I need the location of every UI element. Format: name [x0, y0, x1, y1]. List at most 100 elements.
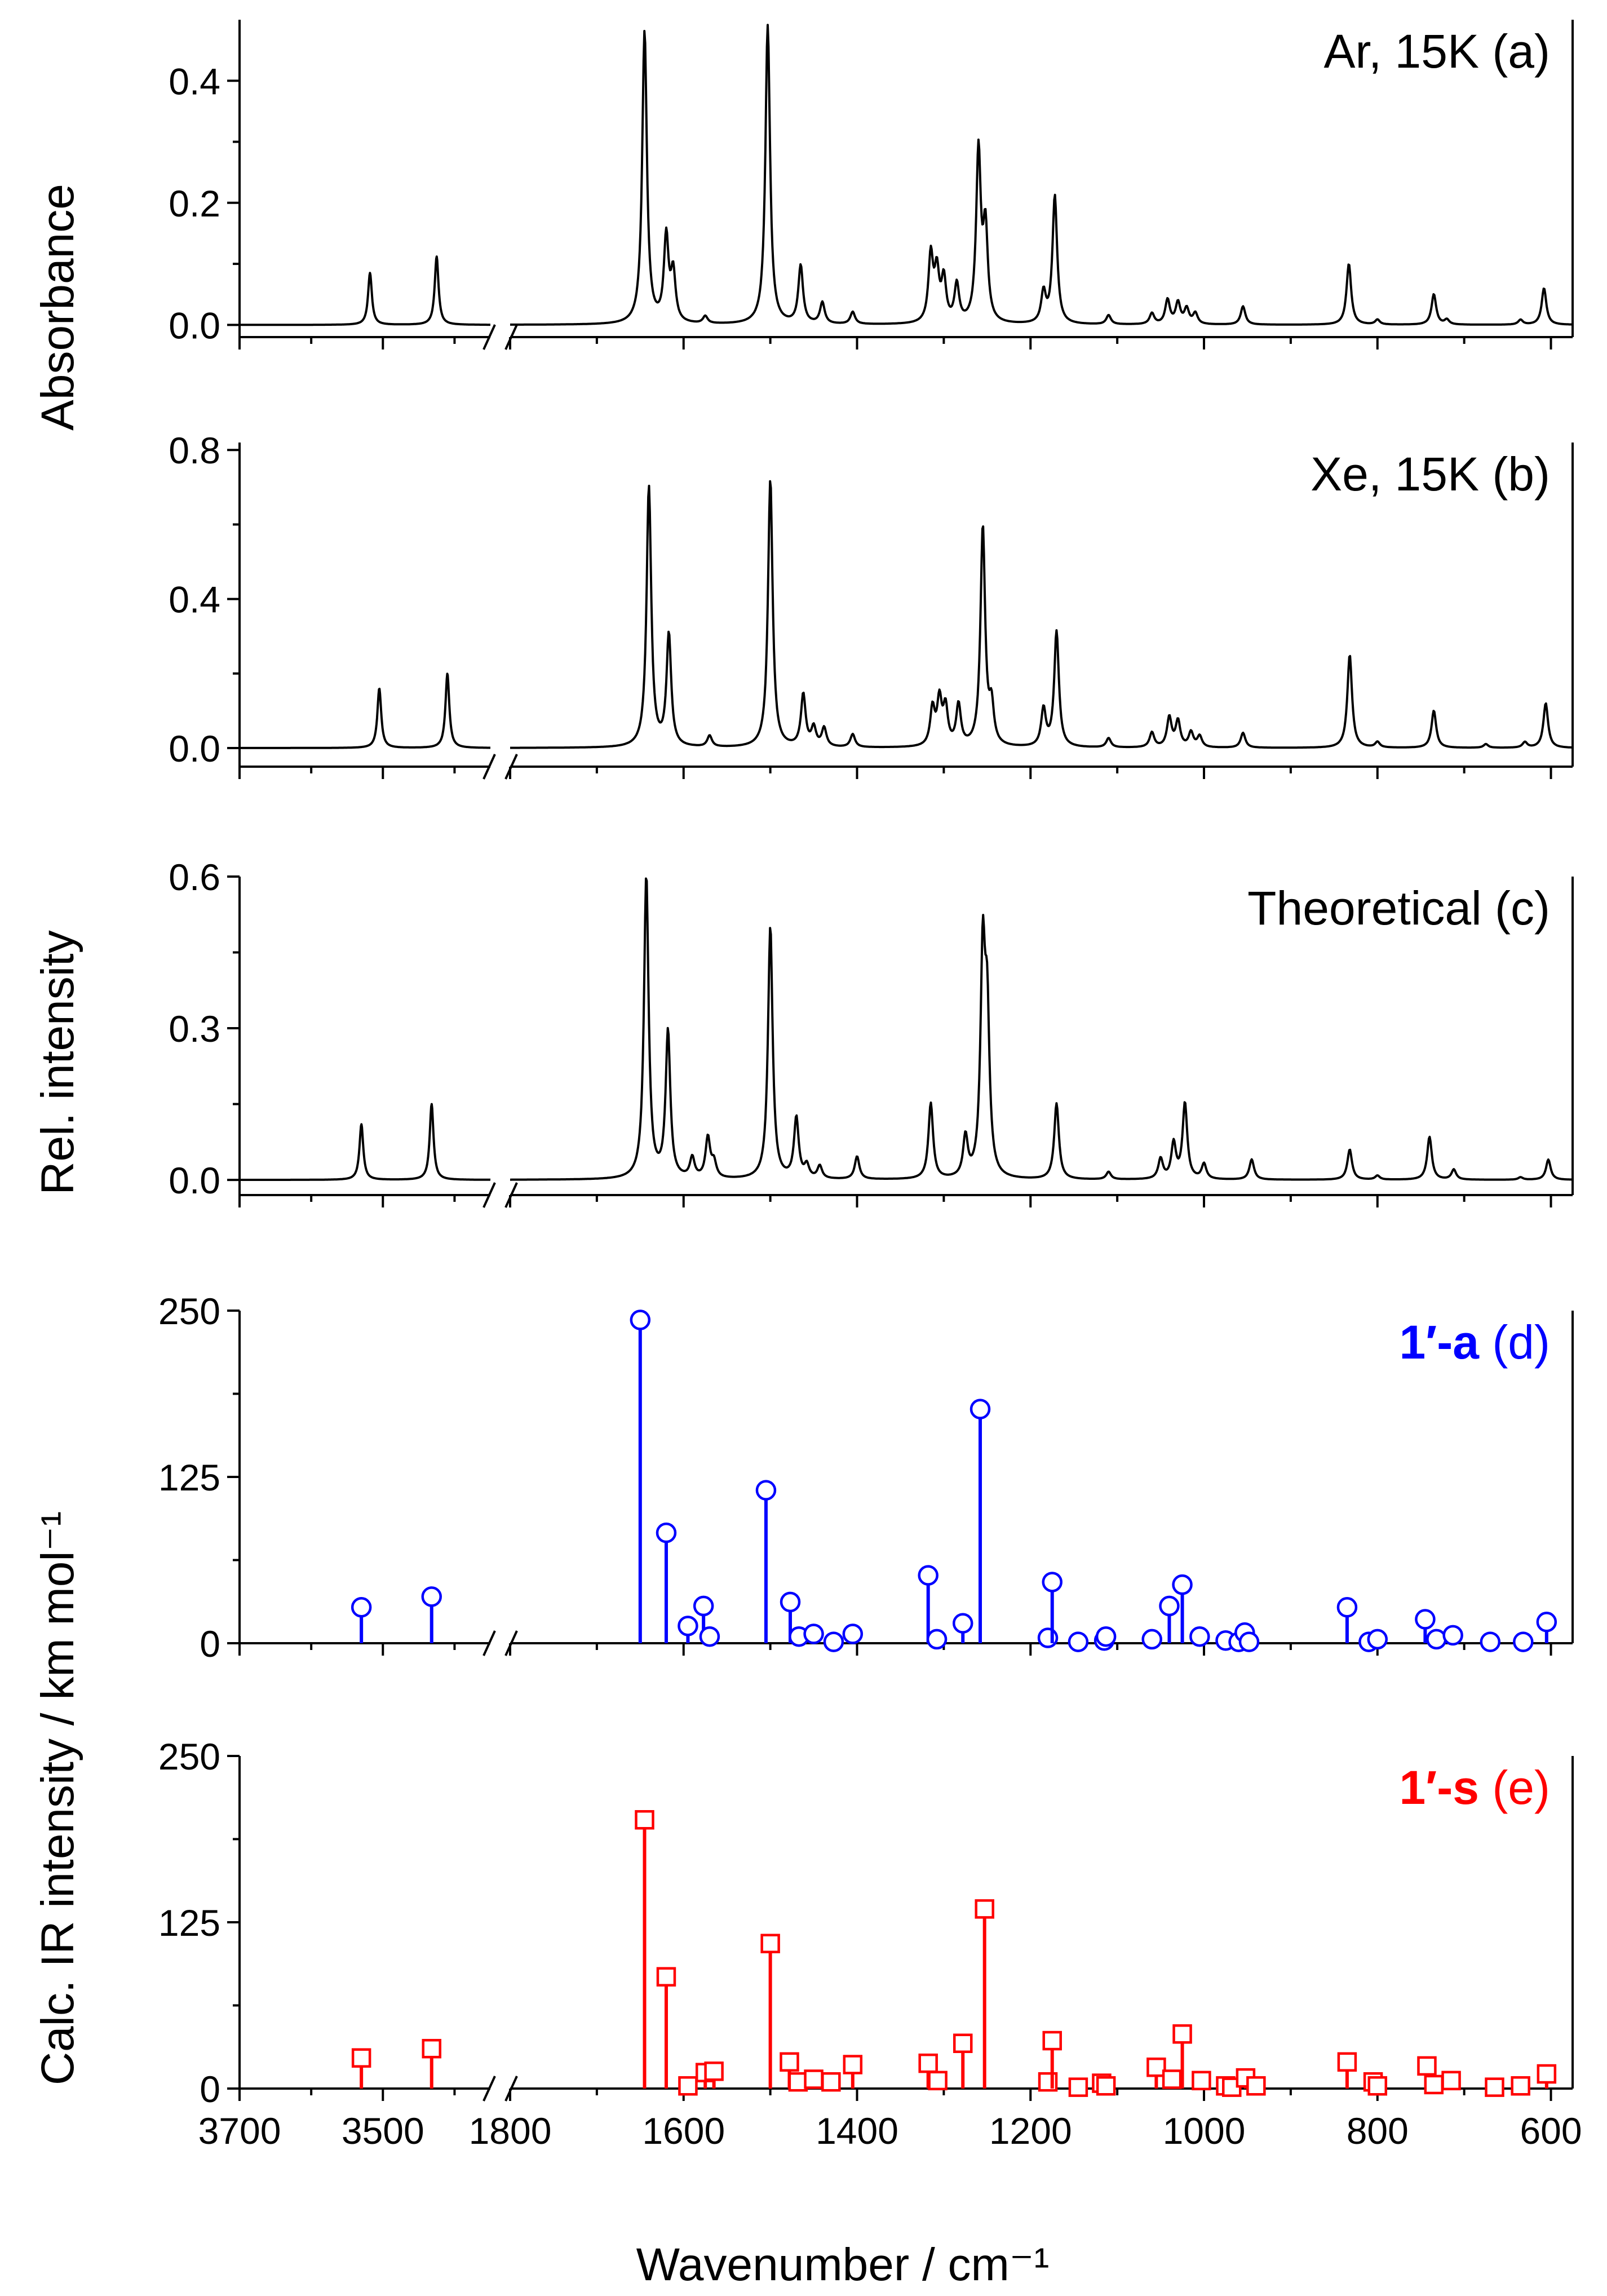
stick-marker-square — [422, 2038, 441, 2059]
y-tick-label: 0.4 — [169, 60, 220, 102]
x-tick-label: 600 — [1520, 2110, 1582, 2152]
spectrum-line — [238, 673, 492, 749]
xlabel-wavenumber: Wavenumber / cm⁻¹ — [636, 2239, 1050, 2290]
stick-marker-square — [1511, 2076, 1530, 2096]
stick-marker-square — [1424, 2074, 1444, 2095]
y-tick-label: 0.0 — [169, 1160, 220, 1201]
stick-marker-circle — [1536, 1611, 1557, 1633]
y-tick-label: 0.8 — [169, 430, 220, 471]
stick-marker-circle — [823, 1631, 844, 1652]
panel-label: Ar, 15K (a) — [1323, 25, 1550, 78]
stick-marker-circle — [1159, 1595, 1180, 1617]
stick-marker-square — [1172, 2024, 1192, 2044]
panel-b: 0.0 0.4 0.8 Xe, 15K (b) — [169, 430, 1574, 780]
y-tick-label: 0.6 — [169, 856, 220, 898]
panel-tag: (a) — [1492, 25, 1550, 78]
axis-break-mark — [482, 1630, 496, 1656]
y-tick-label: 125 — [158, 1457, 220, 1498]
stick-marker-circle — [656, 1522, 677, 1543]
stick-marker-circle — [1426, 1629, 1447, 1650]
stick-marker-square — [656, 1967, 676, 1987]
stick-marker-circle — [1367, 1629, 1388, 1650]
stick-marker-square — [1441, 2071, 1461, 2091]
panel-label: Theoretical (c) — [1247, 882, 1550, 935]
stick-marker-square — [678, 2076, 698, 2096]
panel-title: Theoretical — [1247, 882, 1495, 935]
stick-marker-circle — [1480, 1631, 1501, 1652]
panel-label: Xe, 15K (b) — [1311, 448, 1550, 501]
stick-marker-circle — [1189, 1626, 1210, 1647]
panel-tag: (e) — [1492, 1761, 1550, 1814]
panel-a: 0.0 0.2 0.4 Ar, 15K (a) — [169, 20, 1574, 350]
stick-marker-square — [1162, 2069, 1182, 2089]
stick-marker-circle — [926, 1629, 948, 1650]
y-tick-label: 0 — [200, 1623, 220, 1665]
spectrum-line — [510, 24, 1573, 326]
conformer-label: 1′-a — [1399, 1316, 1492, 1369]
stick-marker-circle — [1037, 1627, 1059, 1648]
stick-marker-circle — [1095, 1626, 1117, 1647]
stick-marker-square — [1192, 2071, 1211, 2091]
stick-marker-circle — [693, 1595, 714, 1617]
y-tick-label: 0.3 — [169, 1008, 220, 1050]
x-tick-label: 3500 — [342, 2110, 424, 2152]
stick-marker-circle — [630, 1310, 651, 1330]
y-tick-label: 250 — [158, 1736, 220, 1777]
x-tick-label: 1600 — [642, 2110, 725, 2152]
ylabel-absorbance: Absorbance — [32, 184, 83, 431]
stick-marker-circle — [952, 1613, 973, 1634]
stick-marker-square — [1337, 2052, 1357, 2072]
panel-d: 0 125 250 1′-a (d) — [158, 1290, 1574, 1665]
stick-marker-circle — [351, 1597, 372, 1618]
axis-break-mark — [482, 1182, 496, 1208]
y-tick-label: 0.4 — [169, 579, 220, 621]
panel-tag: (b) — [1492, 448, 1550, 501]
panel-title: Ar, 15K — [1323, 25, 1492, 78]
x-tick-label: 1200 — [989, 2110, 1072, 2152]
stick-marker-square — [780, 2052, 799, 2072]
stick-marker-square — [975, 1899, 994, 1919]
y-tick-label: 250 — [158, 1290, 220, 1332]
ylabel-rel-intensity: Rel. intensity — [32, 930, 83, 1195]
stick-marker-circle — [678, 1616, 698, 1636]
stick-marker-circle — [1141, 1629, 1162, 1650]
panel-label: 1′-a (d) — [1399, 1316, 1550, 1369]
x-tick-label: 3700 — [198, 2110, 281, 2152]
stick-marker-square — [821, 2072, 841, 2092]
y-tick-label: 125 — [158, 1902, 220, 1944]
spectrum-line — [510, 877, 1573, 1181]
stick-marker-circle — [1068, 1631, 1089, 1652]
stick-marker-circle — [1172, 1574, 1193, 1595]
stick-marker-circle — [421, 1586, 442, 1607]
stick-marker-square — [804, 2069, 824, 2089]
spectrum-line — [238, 1103, 492, 1181]
panel-tag: (d) — [1492, 1316, 1550, 1369]
stick-marker-square — [928, 2071, 948, 2091]
stick-marker-square — [760, 1934, 780, 1954]
axis-break-mark — [482, 2076, 496, 2102]
stick-marker-square — [1042, 2030, 1062, 2051]
panel-label: 1′-s (e) — [1399, 1761, 1550, 1814]
conformer-label: 1′-s — [1399, 1761, 1492, 1814]
panels: 0.0 0.2 0.4 Ar, 15K (a) 0.0 0.4 0.8 Xe, 15K (b)… — [158, 20, 1582, 2152]
panel-e: 0 125 250 3700 3500 1800 1600 1400 1200 1000 800 60… — [158, 1736, 1582, 2152]
stick-marker-square — [1096, 2076, 1116, 2096]
panel-title: Xe, 15K — [1311, 448, 1492, 501]
stick-marker-square — [953, 2033, 973, 2054]
stick-marker-square — [1146, 2057, 1166, 2077]
stick-marker-circle — [842, 1623, 864, 1644]
stick-marker-circle — [1238, 1631, 1260, 1652]
axis-break-mark — [482, 754, 496, 780]
stick-marker-circle — [1336, 1597, 1358, 1618]
stick-marker-square — [1417, 2056, 1437, 2076]
stick-marker-circle — [780, 1591, 801, 1613]
stick-marker-circle — [1415, 1609, 1436, 1630]
stick-marker-square — [1367, 2076, 1388, 2096]
stick-marker-square — [918, 2053, 938, 2073]
stick-marker-square — [1068, 2077, 1088, 2097]
stick-marker-square — [351, 2048, 371, 2068]
stick-marker-square — [1537, 2064, 1557, 2084]
stick-marker-circle — [803, 1623, 824, 1644]
x-tick-label: 800 — [1347, 2110, 1409, 2152]
